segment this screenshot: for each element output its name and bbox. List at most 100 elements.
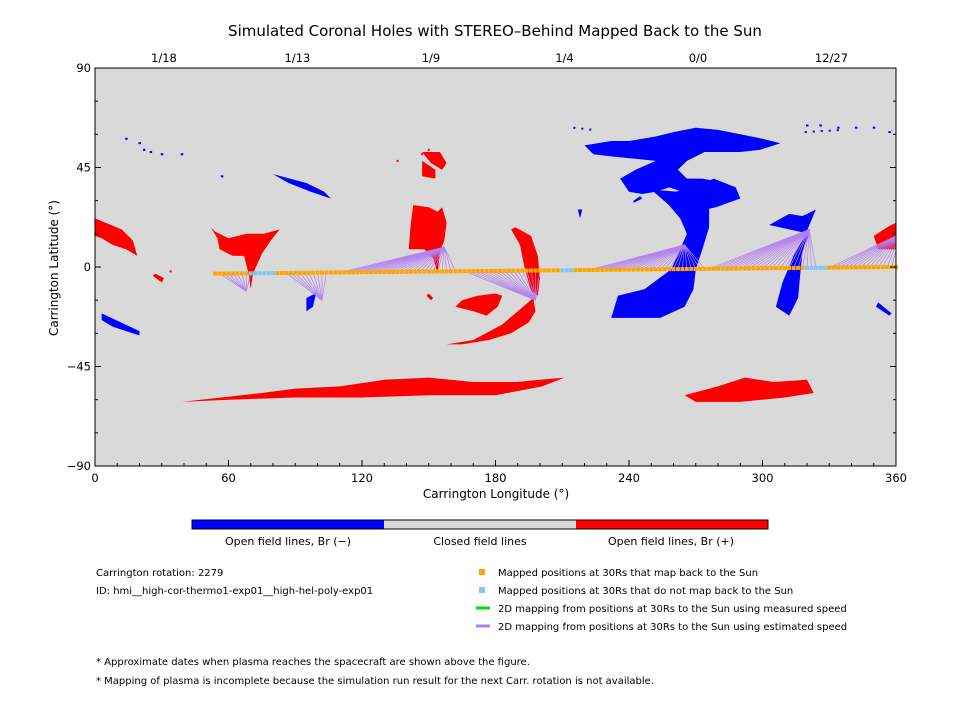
unmapped-point xyxy=(266,271,271,276)
colorbar-label-positive: Open field lines, Br (+) xyxy=(608,535,734,548)
colorbar-positive xyxy=(576,520,768,529)
negative-open-speck xyxy=(138,142,141,145)
top-date-label: 1/18 xyxy=(151,51,177,65)
estimated-mapping-line xyxy=(766,229,810,269)
estimated-mapping-line xyxy=(290,272,323,301)
estimated-mapping-line xyxy=(837,235,896,268)
mapped-point xyxy=(733,266,738,271)
mapped-point xyxy=(279,270,284,275)
mapped-point xyxy=(738,266,743,271)
estimated-mapping-line xyxy=(481,270,536,301)
mapped-point xyxy=(315,270,320,275)
estimated-mapping-line xyxy=(886,243,896,268)
mapped-point xyxy=(791,265,796,270)
mapped-point xyxy=(698,266,703,271)
mapped-point xyxy=(720,266,725,271)
estimated-mapping-line xyxy=(424,246,445,272)
mapped-point xyxy=(586,267,591,272)
estimated-mapping-line xyxy=(642,244,685,270)
top-date-label: 12/27 xyxy=(815,51,848,65)
colorbar-frame xyxy=(191,519,769,530)
unmapped-point xyxy=(248,271,253,276)
chart-title: Simulated Coronal Holes with STEREO–Behi… xyxy=(228,22,762,40)
unmapped-point xyxy=(262,271,267,276)
mapped-point xyxy=(337,270,342,275)
x-axis-label: Carrington Longitude (°) xyxy=(423,487,569,501)
negative-open-speck xyxy=(819,124,822,127)
mapped-point xyxy=(618,267,623,272)
mapped-point xyxy=(671,267,676,272)
mapped-point xyxy=(360,270,364,275)
legend-marker-unmapped xyxy=(479,587,485,593)
estimated-mapping-line xyxy=(684,244,701,270)
estimated-mapping-line xyxy=(432,246,445,272)
estimated-mapping-line xyxy=(684,244,705,270)
mapped-point xyxy=(395,269,400,274)
mapped-point xyxy=(742,266,747,271)
estimated-mapping-line xyxy=(846,236,896,268)
colorbar-label-closed: Closed field lines xyxy=(433,535,527,548)
legend-label-measured: 2D mapping from positions at 30Rs to the… xyxy=(498,604,847,615)
mapped-point xyxy=(653,267,658,272)
mapped-point xyxy=(297,270,302,275)
mapped-point xyxy=(484,268,489,273)
negative-open-speck xyxy=(872,126,876,129)
top-date-label: 1/13 xyxy=(285,51,311,65)
estimated-mapping-line xyxy=(891,249,896,268)
estimated-mapping-line xyxy=(677,244,685,270)
mapped-point xyxy=(239,271,244,276)
x-tick-label: 0 xyxy=(91,471,98,485)
negative-open-speck xyxy=(180,153,184,156)
positive-open-region xyxy=(684,377,814,402)
estimated-mapping-line xyxy=(321,272,327,301)
negative-open-region xyxy=(101,313,140,336)
positive-open-speck xyxy=(169,270,172,273)
estimated-mapping-line xyxy=(682,244,685,270)
estimated-mapping-line xyxy=(535,270,541,301)
mapped-point xyxy=(449,269,453,274)
mapped-point xyxy=(328,270,333,275)
estimated-mapping-line xyxy=(401,246,445,273)
mapped-point xyxy=(716,266,720,271)
estimated-mapping-line xyxy=(851,236,896,268)
positive-open-speck xyxy=(438,155,441,158)
unmapped-point xyxy=(813,265,818,270)
mapped-point xyxy=(288,270,293,275)
mapped-point xyxy=(373,270,378,275)
mapped-point xyxy=(493,268,498,273)
mapped-point xyxy=(457,269,462,274)
mapped-point xyxy=(764,266,769,271)
estimated-mapping-line xyxy=(864,237,896,268)
mapped-point xyxy=(533,268,538,273)
estimated-mapping-line xyxy=(673,244,685,270)
mapped-point xyxy=(582,268,587,273)
mapped-point xyxy=(377,270,382,275)
mapped-point xyxy=(333,270,338,275)
negative-open-region xyxy=(577,209,583,219)
mapped-point xyxy=(609,267,614,272)
estimated-mapping-line xyxy=(443,247,447,272)
mapped-point xyxy=(466,269,471,274)
estimated-mapping-line xyxy=(869,238,896,268)
estimated-mapping-line xyxy=(802,229,810,268)
estimated-mapping-line xyxy=(762,229,810,269)
colorbar: Open field lines, Br (−) Closed field li… xyxy=(191,519,769,548)
x-tick-label: 240 xyxy=(618,471,640,485)
mapped-point xyxy=(235,271,240,276)
legend-label-unmapped: Mapped positions at 30Rs that do not map… xyxy=(498,586,793,597)
mapped-point xyxy=(471,269,476,274)
mapped-point xyxy=(444,269,449,274)
mapped-point xyxy=(404,269,409,274)
estimated-mapping-line xyxy=(245,273,252,292)
x-tick-label: 60 xyxy=(221,471,236,485)
positive-open-region xyxy=(446,298,536,345)
unmapped-point xyxy=(564,268,569,273)
estimated-mapping-line xyxy=(437,247,445,272)
mapped-point xyxy=(520,268,525,273)
estimated-mapping-line xyxy=(753,229,810,269)
estimated-mapping-line xyxy=(668,244,685,270)
estimated-mapping-line xyxy=(219,273,247,292)
estimated-mapping-line xyxy=(860,237,896,268)
mapped-point xyxy=(524,268,529,273)
